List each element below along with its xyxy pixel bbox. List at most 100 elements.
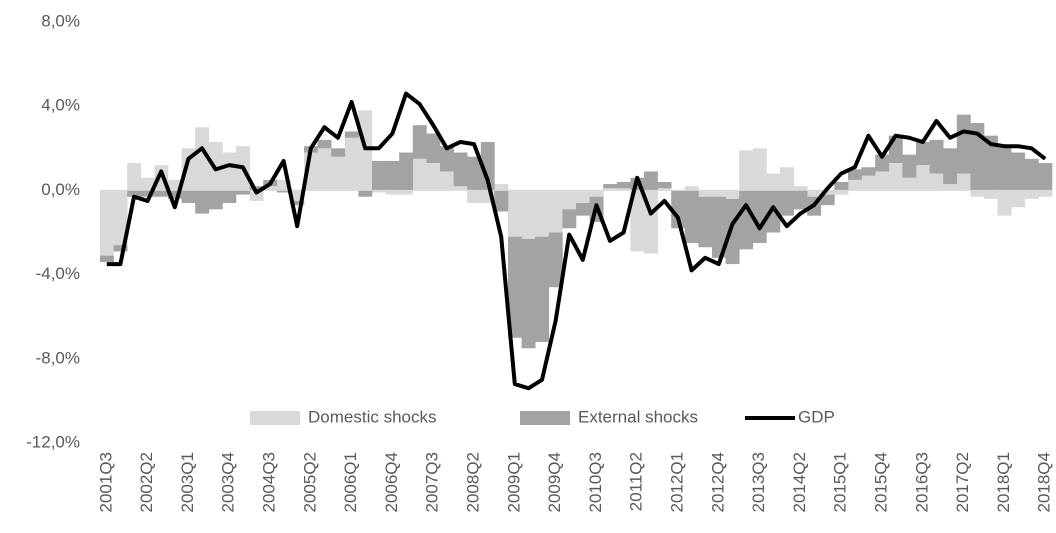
legend-swatch xyxy=(250,411,300,425)
bar xyxy=(521,190,536,239)
bar xyxy=(249,190,264,201)
legend-swatch xyxy=(520,411,570,425)
bar xyxy=(222,190,237,204)
bar xyxy=(970,190,985,197)
bar xyxy=(113,245,128,252)
bar xyxy=(276,179,291,191)
bar xyxy=(548,232,563,288)
x-tick-label: 2018Q1 xyxy=(994,452,1013,513)
bar xyxy=(263,186,278,191)
x-tick-label: 2006Q4 xyxy=(382,452,401,513)
x-tick-label: 2011Q2 xyxy=(627,452,646,511)
bar xyxy=(752,148,767,191)
legend-label: External shocks xyxy=(578,407,698,426)
bar xyxy=(1038,190,1053,197)
bar xyxy=(168,190,182,199)
bar xyxy=(902,177,917,191)
bar xyxy=(521,238,536,349)
x-tick-label: 2018Q4 xyxy=(1035,452,1054,513)
bar xyxy=(1011,152,1026,191)
y-tick-label: 4,0% xyxy=(41,96,80,115)
bar xyxy=(385,160,400,191)
bar xyxy=(698,190,713,197)
bar xyxy=(712,196,726,258)
bar xyxy=(140,190,155,197)
bar xyxy=(956,114,971,174)
bar xyxy=(412,158,427,191)
bar xyxy=(916,141,930,166)
bar xyxy=(943,184,958,191)
bar xyxy=(1024,190,1039,199)
y-tick-label: 8,0% xyxy=(41,11,80,30)
y-tick-label: 0,0% xyxy=(41,180,80,199)
x-tick-label: 2012Q1 xyxy=(667,452,686,513)
bar xyxy=(603,188,618,191)
bar xyxy=(440,146,454,172)
x-tick-label: 2001Q3 xyxy=(96,452,115,513)
bar xyxy=(276,190,291,193)
bar xyxy=(113,190,128,246)
x-tick-label: 2007Q3 xyxy=(423,452,442,513)
bar xyxy=(358,190,373,197)
bar xyxy=(861,175,876,191)
bar xyxy=(780,190,794,216)
bar xyxy=(576,190,590,204)
x-tick-label: 2009Q1 xyxy=(504,452,523,513)
line xyxy=(106,91,1047,391)
x-tick-label: 2008Q2 xyxy=(463,452,482,513)
bar xyxy=(453,186,468,191)
bar xyxy=(467,156,482,191)
bar xyxy=(195,127,210,191)
bar xyxy=(440,171,454,191)
bar xyxy=(317,139,332,149)
bar xyxy=(848,169,862,180)
bar xyxy=(127,163,142,191)
bar xyxy=(684,190,699,244)
legend-label: GDP xyxy=(798,407,835,426)
bar xyxy=(861,167,876,176)
bar xyxy=(657,188,672,191)
bar xyxy=(766,173,781,191)
bar xyxy=(1011,190,1026,208)
x-tick-label: 2003Q4 xyxy=(219,452,238,513)
bar xyxy=(548,190,563,233)
bar xyxy=(875,154,890,172)
bar xyxy=(399,152,414,191)
bar xyxy=(290,200,305,206)
y-tick-label: -8,0% xyxy=(36,348,80,367)
bar xyxy=(140,177,155,191)
bar xyxy=(589,190,604,197)
bar xyxy=(317,148,332,191)
bar xyxy=(372,160,386,191)
bar xyxy=(616,181,631,189)
bar xyxy=(358,110,373,191)
y-tick-label: -12,0% xyxy=(26,432,80,451)
bar xyxy=(888,163,903,191)
bar xyxy=(712,190,726,197)
x-tick-label: 2012Q4 xyxy=(708,452,727,513)
bar xyxy=(725,190,740,199)
bar xyxy=(834,190,849,195)
bar xyxy=(916,165,930,191)
bar xyxy=(820,194,835,206)
x-tick-label: 2003Q1 xyxy=(178,452,197,513)
bar xyxy=(127,190,142,197)
bar xyxy=(181,190,196,204)
bar xyxy=(562,209,577,229)
bar xyxy=(943,148,958,185)
bar xyxy=(739,150,754,191)
bar xyxy=(997,190,1012,216)
bar xyxy=(848,179,862,191)
bar xyxy=(929,173,944,191)
bar xyxy=(902,154,917,178)
bar xyxy=(956,173,971,191)
bar xyxy=(494,184,509,191)
bar xyxy=(984,135,998,191)
bar xyxy=(467,190,482,204)
bar xyxy=(793,190,808,210)
bar xyxy=(222,152,237,191)
bar xyxy=(508,236,522,338)
bar xyxy=(195,190,210,214)
bar xyxy=(331,148,346,157)
x-tick-label: 2006Q1 xyxy=(341,452,360,513)
